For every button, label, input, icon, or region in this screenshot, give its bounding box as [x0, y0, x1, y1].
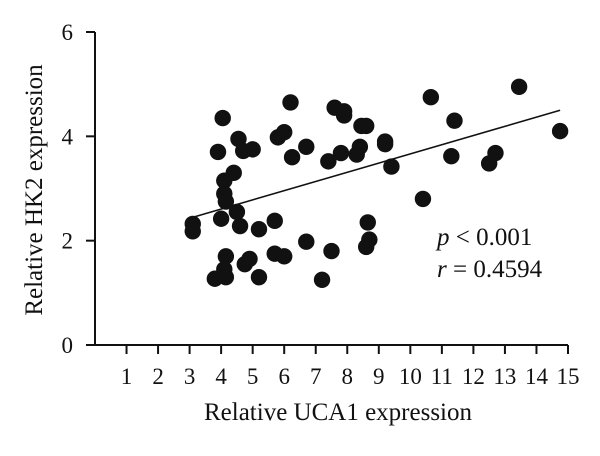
data-point	[443, 147, 460, 165]
data-point	[359, 214, 376, 231]
y-tick-label: 2	[62, 229, 74, 254]
data-point	[276, 248, 293, 265]
data-point	[212, 210, 230, 227]
data-point	[551, 122, 569, 140]
data-point	[266, 212, 283, 230]
data-point	[241, 250, 258, 268]
data-point	[298, 138, 315, 155]
data-point	[414, 190, 432, 208]
data-point	[446, 112, 463, 129]
data-point	[357, 117, 375, 135]
data-point	[276, 123, 293, 141]
trendline-group	[189, 109, 561, 220]
data-point	[335, 107, 353, 124]
x-tick-label: 15	[557, 364, 580, 389]
data-point	[283, 149, 301, 166]
x-tick-label: 13	[493, 364, 516, 389]
p-symbol: p	[435, 224, 450, 251]
y-axis-title: Relative HK2 expression	[21, 64, 48, 316]
data-point	[351, 138, 369, 155]
r-value-text: = 0.4594	[447, 256, 543, 283]
y-tick-label: 6	[62, 20, 74, 45]
data-point	[250, 220, 268, 238]
data-point	[231, 217, 249, 235]
x-tick-label: 9	[373, 364, 385, 389]
data-point	[209, 143, 227, 161]
p-value-annotation: p < 0.001	[435, 224, 532, 251]
data-point	[217, 268, 235, 286]
data-point	[320, 153, 337, 170]
x-tick-label: 2	[152, 364, 164, 389]
data-point	[422, 89, 440, 106]
x-axis-title: Relative UCA1 expression	[204, 399, 473, 426]
data-point	[487, 144, 504, 162]
r-symbol: r	[437, 256, 447, 283]
data-point	[376, 135, 394, 153]
x-tick-label: 7	[310, 364, 322, 389]
x-tick-label: 6	[278, 364, 290, 389]
data-point	[313, 271, 331, 288]
x-tick-label: 11	[431, 364, 453, 389]
y-tick-label: 0	[62, 333, 74, 358]
data-point	[244, 141, 261, 158]
x-tick-label: 4	[215, 364, 227, 389]
data-point	[228, 203, 246, 221]
x-tick-label: 8	[342, 364, 354, 389]
data-point	[225, 164, 242, 182]
x-tick-label: 1	[121, 364, 133, 389]
x-tick-label: 5	[247, 364, 259, 389]
data-point	[298, 233, 315, 250]
x-tick-label: 14	[525, 364, 549, 389]
data-point	[184, 223, 201, 240]
data-point	[250, 268, 268, 286]
data-point	[214, 109, 231, 127]
data-point	[217, 248, 235, 265]
data-point	[323, 242, 340, 260]
data-point	[332, 144, 350, 162]
data-point	[510, 78, 528, 95]
r-value-annotation: r = 0.4594	[437, 256, 543, 283]
data-point	[383, 158, 400, 175]
p-value-text: < 0.001	[450, 224, 533, 251]
x-tick-label: 3	[184, 364, 196, 389]
data-points	[184, 78, 569, 288]
trendline	[189, 109, 561, 220]
data-point	[282, 94, 299, 111]
y-tick-label: 4	[62, 124, 74, 149]
data-point	[361, 231, 378, 248]
x-tick-label: 10	[399, 364, 422, 389]
x-tick-label: 12	[462, 364, 485, 389]
